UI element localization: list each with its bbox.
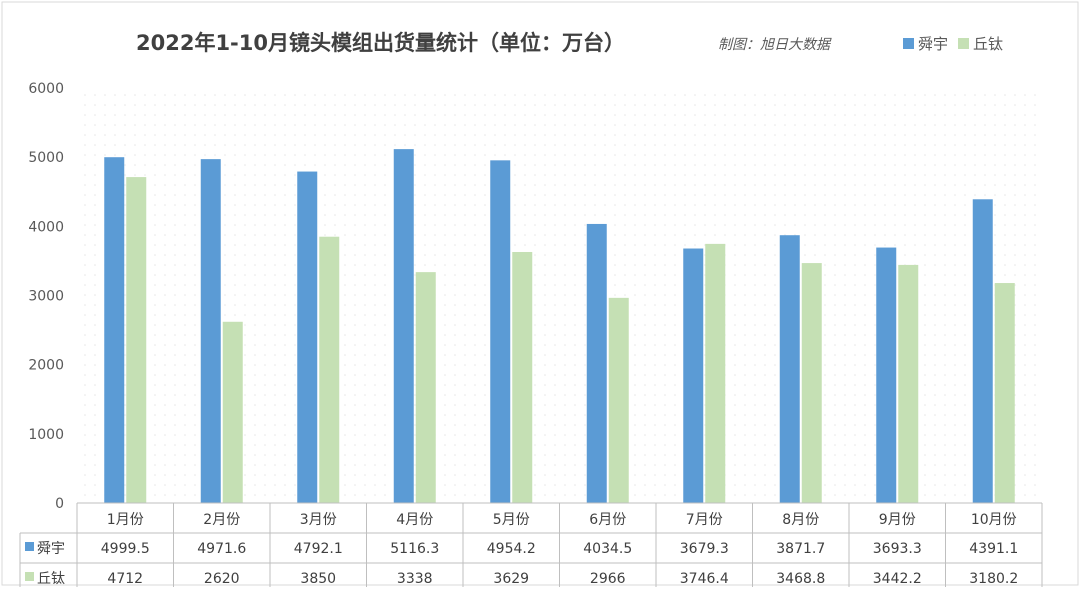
table-cell-value: 4391.1 [969, 541, 1018, 557]
bar-qtech [512, 251, 533, 503]
table-cell-value: 4954.2 [487, 541, 536, 557]
bar-qtech [898, 264, 919, 503]
legend-label: 丘钛 [973, 35, 1003, 53]
bar-sunny [200, 159, 221, 504]
table-cell-value: 3871.7 [776, 541, 825, 557]
y-axis: 0 1000 2000 3000 4000 5000 6000 [28, 81, 64, 512]
legend-label: 舜宇 [918, 35, 948, 53]
table-cell-value: 3679.3 [680, 541, 729, 557]
bar-sunny [104, 157, 125, 504]
x-category-label: 9月份 [879, 512, 916, 528]
legend-swatch [958, 38, 969, 49]
table-cell-value: 4999.5 [101, 541, 150, 557]
table-cell-value: 4792.1 [294, 541, 343, 557]
y-tick-label: 0 [55, 496, 64, 512]
table-cell-value: 5116.3 [390, 541, 439, 557]
x-category-label: 2月份 [203, 512, 240, 528]
bar-sunny [683, 248, 704, 503]
table-cell-value: 4971.6 [197, 541, 246, 557]
x-category-label: 3月份 [300, 512, 337, 528]
table-cell-value: 4034.5 [583, 541, 632, 557]
bar-qtech [415, 272, 436, 503]
bar-qtech [994, 283, 1015, 503]
bar-qtech [126, 177, 147, 503]
chart-title: 2022年1-10月镜头模组出货量统计（单位：万台） [136, 31, 625, 55]
y-tick-label: 2000 [28, 358, 64, 374]
y-tick-label: 1000 [28, 427, 64, 443]
x-category-label: 6月份 [589, 512, 626, 528]
legend-swatch [903, 38, 914, 49]
bars [104, 149, 1015, 504]
bar-qtech [319, 236, 340, 504]
table-cell-value: 2966 [590, 571, 626, 587]
table-cell-value: 3468.8 [776, 571, 825, 587]
table-cell-value: 3180.2 [969, 571, 1018, 587]
table-cell-value: 3746.4 [680, 571, 729, 587]
table-legend-key [25, 572, 34, 581]
table-cell-value: 3629 [493, 571, 529, 587]
y-tick-label: 5000 [28, 150, 64, 166]
y-tick-label: 4000 [28, 219, 64, 235]
table-cell-value: 3442.2 [873, 571, 922, 587]
bar-sunny [972, 199, 993, 503]
table-cell-value: 3338 [397, 571, 433, 587]
bar-sunny [779, 235, 800, 504]
bar-sunny [393, 149, 414, 503]
table-cell-value: 3850 [300, 571, 336, 587]
x-category-label: 8月份 [782, 512, 819, 528]
x-category-label: 10月份 [971, 512, 1017, 528]
table-series-label: 丘钛 [37, 571, 65, 587]
y-tick-label: 6000 [28, 81, 64, 97]
legend: 舜宇 丘钛 [903, 35, 1003, 53]
bar-qtech [608, 297, 629, 503]
bar-qtech [801, 263, 822, 503]
x-category-label: 1月份 [107, 512, 144, 528]
chart-subtitle: 制图：旭日大数据 [718, 37, 832, 53]
x-category-label: 4月份 [396, 512, 433, 528]
x-category-label: 5月份 [493, 512, 530, 528]
table-cell-value: 3693.3 [873, 541, 922, 557]
bar-sunny [586, 223, 607, 503]
bar-sunny [490, 160, 511, 503]
table-legend-key [25, 542, 34, 551]
x-category-label: 7月份 [686, 512, 723, 528]
bar-qtech [222, 321, 243, 503]
plot-area [77, 88, 1042, 503]
table-cell-value: 2620 [204, 571, 240, 587]
y-tick-label: 3000 [28, 289, 64, 305]
table-series-label: 舜宇 [37, 541, 65, 557]
bar-sunny [297, 171, 318, 503]
bar-sunny [876, 247, 897, 503]
bar-qtech [705, 243, 726, 503]
table-cell-value: 4712 [107, 571, 143, 587]
